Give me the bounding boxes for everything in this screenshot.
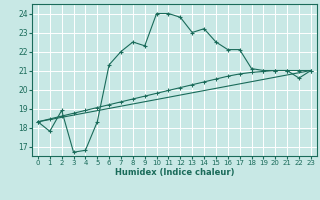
X-axis label: Humidex (Indice chaleur): Humidex (Indice chaleur) bbox=[115, 168, 234, 177]
